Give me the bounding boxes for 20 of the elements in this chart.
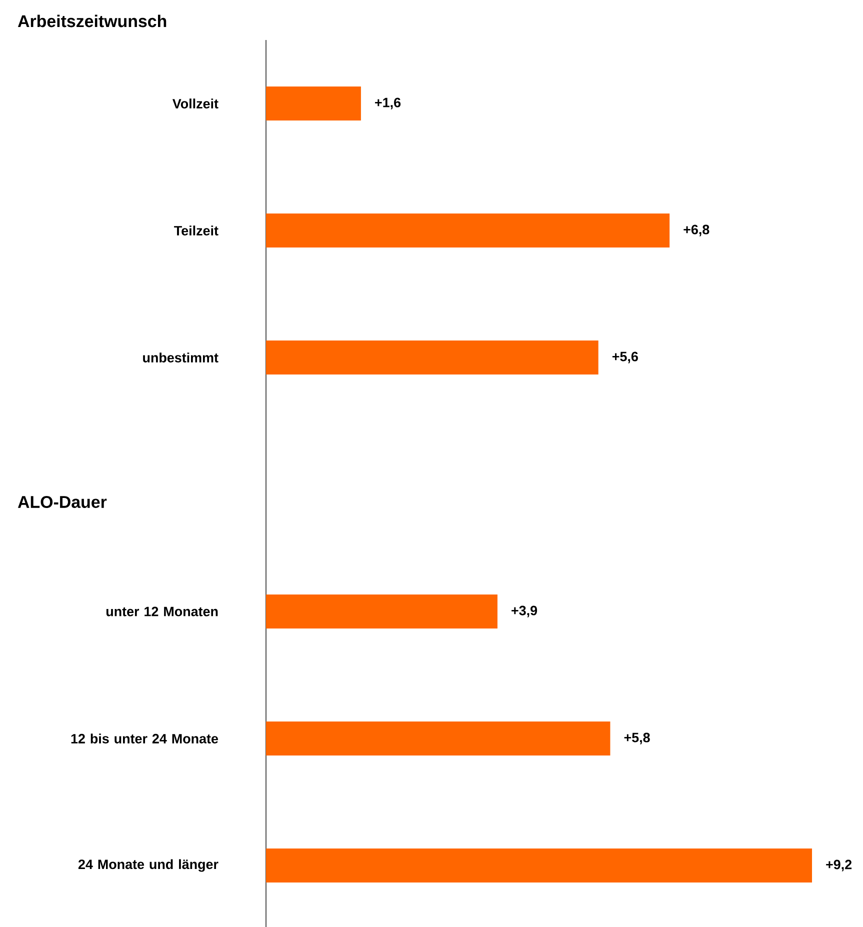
y-tick-label: unbestimmt bbox=[143, 352, 218, 362]
data-label: +3,9 bbox=[512, 606, 538, 618]
bar bbox=[266, 722, 610, 756]
text: Arbeitszeitwunsch bbox=[18, 14, 166, 28]
text: ALO-Dauer bbox=[18, 496, 107, 508]
bar bbox=[266, 86, 361, 121]
bar bbox=[266, 594, 498, 629]
y-tick-label: Vollzeit bbox=[172, 98, 218, 108]
y-tick-label: Teilzeit bbox=[174, 226, 218, 236]
bar bbox=[266, 214, 670, 248]
bar bbox=[266, 848, 812, 883]
y-tick-label: 12 bis unter 24 Monate bbox=[71, 734, 218, 744]
y-tick-label: unter 12 Monaten bbox=[106, 606, 218, 616]
data-label: +6,8 bbox=[684, 224, 710, 236]
y-tick-label: 24 Monate und länger bbox=[78, 859, 218, 872]
data-label: +5,6 bbox=[612, 352, 638, 364]
bar bbox=[266, 340, 598, 375]
data-label: +5,8 bbox=[624, 732, 650, 744]
data-label: +1,6 bbox=[375, 98, 401, 110]
data-label: +9,2 bbox=[826, 860, 852, 872]
